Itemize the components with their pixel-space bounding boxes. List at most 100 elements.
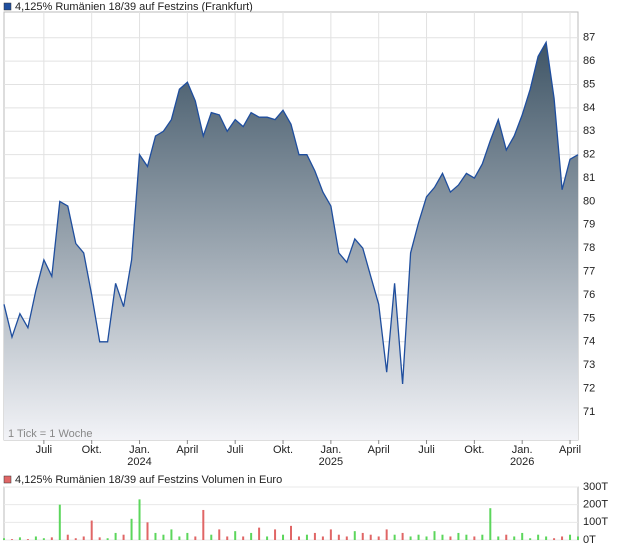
y-tick-label: 75 bbox=[583, 312, 595, 324]
volume-bar bbox=[34, 536, 37, 540]
volume-bar bbox=[313, 532, 316, 540]
x-tick-label: Jan. bbox=[512, 444, 533, 456]
volume-bar bbox=[409, 536, 412, 540]
x-tick-label: Juli bbox=[227, 444, 244, 456]
volume-bar bbox=[513, 536, 516, 540]
volume-bar bbox=[553, 538, 556, 540]
volume-bar bbox=[258, 527, 261, 540]
y-tick-label: 79 bbox=[583, 219, 595, 231]
volume-bar bbox=[90, 520, 93, 540]
volume-bar bbox=[66, 534, 69, 540]
volume-bar bbox=[154, 532, 157, 540]
x-tick-label: April bbox=[368, 444, 390, 456]
volume-bar bbox=[329, 529, 332, 540]
x-tick-label: Jan. bbox=[129, 444, 150, 456]
volume-bar bbox=[297, 536, 300, 540]
x-tick-label: Okt. bbox=[273, 444, 293, 456]
x-year-label: 2024 bbox=[127, 456, 151, 468]
y-tick-label: 80 bbox=[583, 195, 595, 207]
volume-bar bbox=[226, 536, 229, 540]
volume-bar bbox=[50, 537, 53, 540]
volume-bar bbox=[130, 518, 133, 540]
volume-bar bbox=[393, 534, 396, 540]
volume-bar bbox=[106, 538, 109, 540]
volume-bar bbox=[186, 532, 189, 540]
x-tick-label: Okt. bbox=[464, 444, 484, 456]
volume-bar bbox=[58, 504, 61, 540]
volume-plot: 0T 100T 200T 300T bbox=[3, 481, 608, 546]
y-tick-label: 73 bbox=[583, 359, 595, 371]
volume-bar bbox=[521, 532, 524, 540]
volume-bar bbox=[305, 534, 308, 540]
y-tick-label: 200T bbox=[583, 499, 608, 511]
volume-bar bbox=[98, 537, 101, 540]
volume-bar bbox=[489, 508, 492, 540]
volume-bar bbox=[529, 538, 532, 540]
volume-bar bbox=[497, 536, 500, 540]
volume-bar bbox=[457, 532, 460, 540]
volume-bar bbox=[234, 531, 237, 540]
x-tick-label: Juli bbox=[36, 444, 53, 456]
volume-bar bbox=[577, 536, 579, 540]
volume-bar bbox=[345, 536, 348, 540]
volume-bar bbox=[210, 534, 213, 540]
volume-bar bbox=[417, 534, 420, 540]
y-tick-label: 72 bbox=[583, 382, 595, 394]
volume-bar bbox=[218, 529, 221, 540]
volume-bar bbox=[433, 531, 436, 540]
line bbox=[3, 40, 579, 384]
y-tick-label: 87 bbox=[583, 32, 595, 44]
y-tick-label: 76 bbox=[583, 289, 595, 301]
volume-bar bbox=[18, 537, 21, 540]
note: 1 Tick = 1 Woche bbox=[8, 428, 92, 440]
volume-bar bbox=[42, 538, 45, 540]
volume-bar bbox=[537, 534, 540, 540]
y-tick-label: 86 bbox=[583, 55, 595, 67]
volume-bar bbox=[465, 534, 468, 540]
x-year-label: 2026 bbox=[510, 456, 534, 468]
legend-label: 4,125% Rumänien 18/39 auf Festzins (Fran… bbox=[15, 1, 253, 13]
volume-bar bbox=[194, 536, 197, 540]
price-plot: 71 72 73 74 75 76 77 78 79 80 81 82 83 84 85 86 87 Juli Ok… bbox=[3, 11, 595, 468]
volume-bar bbox=[369, 534, 372, 540]
volume-bar bbox=[569, 534, 572, 540]
y-tick-label: 74 bbox=[583, 336, 595, 348]
volume-bar bbox=[425, 536, 428, 540]
y-tick-label: 83 bbox=[583, 125, 595, 137]
volume-bar bbox=[74, 538, 77, 540]
volume-bar bbox=[353, 531, 356, 540]
volume-bar bbox=[481, 534, 484, 540]
volume-bar bbox=[290, 525, 292, 540]
area bbox=[4, 42, 578, 441]
volume-bar bbox=[114, 532, 117, 540]
y-tick-label: 77 bbox=[583, 266, 595, 278]
y-tick-label: 71 bbox=[583, 406, 595, 418]
y-tick-label: 300T bbox=[583, 481, 608, 493]
y-tick-label: 82 bbox=[583, 149, 595, 161]
volume-bar bbox=[545, 536, 548, 540]
volume-bar bbox=[242, 536, 245, 540]
y-tick-label: 85 bbox=[583, 78, 595, 90]
volume-bar bbox=[449, 536, 452, 540]
volume-bar bbox=[337, 534, 340, 540]
legend-label: 4,125% Rumänien 18/39 auf Festzins Volum… bbox=[15, 474, 282, 486]
y-tick-label: 100T bbox=[583, 516, 608, 528]
x-tick-label: Juli bbox=[418, 444, 435, 456]
volume-bar bbox=[377, 536, 380, 540]
x-tick-label: Jan. bbox=[320, 444, 341, 456]
volume-bar bbox=[505, 534, 508, 540]
volume-bar bbox=[473, 536, 476, 540]
volume-bar bbox=[162, 534, 165, 540]
legend-swatch bbox=[3, 475, 12, 484]
y-tick-label: 81 bbox=[583, 172, 595, 184]
y-tick-label: 78 bbox=[583, 242, 595, 254]
volume-bar bbox=[202, 509, 205, 540]
x-year-label: 2025 bbox=[319, 456, 343, 468]
volume-bar bbox=[178, 536, 181, 540]
volume-bar bbox=[321, 536, 324, 540]
volume-bar bbox=[282, 534, 285, 540]
volume-bar bbox=[10, 539, 13, 540]
volume-bar bbox=[138, 499, 141, 540]
volume-bar bbox=[122, 534, 125, 540]
